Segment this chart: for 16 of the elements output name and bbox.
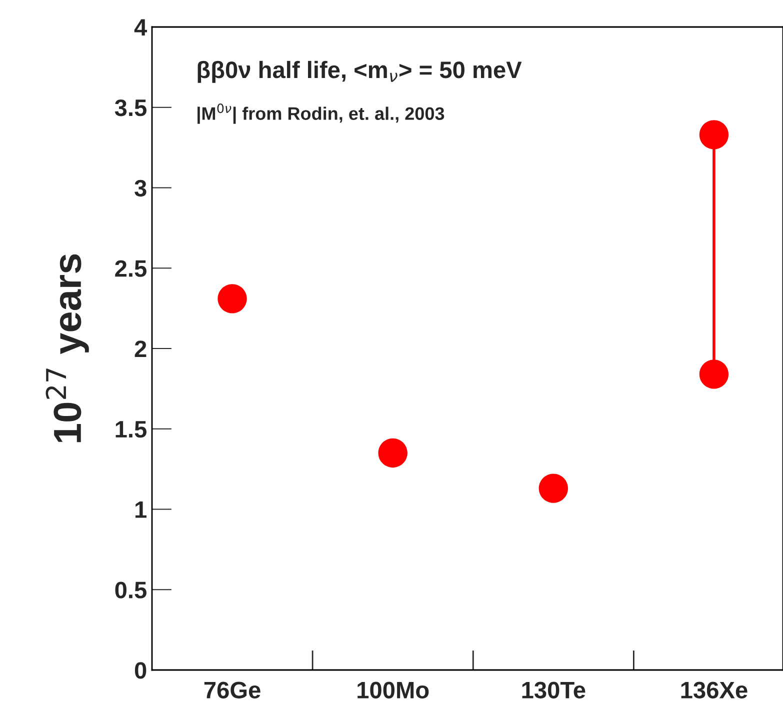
y-tick-label: 2 bbox=[134, 340, 146, 358]
y-tick-label: 4 bbox=[134, 19, 148, 36]
y-tick-label: 3 bbox=[134, 180, 146, 197]
y-axis-title: 10$^{27}$ years bbox=[46, 254, 89, 442]
y-tick-label: 1 bbox=[135, 502, 146, 518]
x-tick-label: 76Ge bbox=[204, 682, 260, 698]
y-tick-label: 0.5 bbox=[115, 582, 146, 598]
annotation: ββ0ν half life, <m$_{ν}$> = 50 meV bbox=[198, 60, 522, 83]
y-tick-label: 3.5 bbox=[114, 99, 146, 116]
x-tick-label: 130Te bbox=[522, 682, 586, 698]
annotation: |M$^{0ν}$| from Rodin, et. al., 2003 bbox=[198, 104, 444, 124]
y-tick-label: 1.5 bbox=[116, 421, 146, 438]
x-tick-label: 136Xe bbox=[681, 682, 748, 698]
x-tick-label: 100Mo bbox=[358, 682, 429, 698]
y-tick-label: 0 bbox=[134, 662, 146, 679]
y-tick-label: 2.5 bbox=[115, 260, 146, 277]
